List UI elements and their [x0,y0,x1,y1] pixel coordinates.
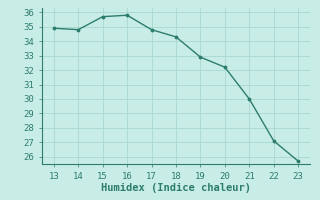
X-axis label: Humidex (Indice chaleur): Humidex (Indice chaleur) [101,183,251,193]
